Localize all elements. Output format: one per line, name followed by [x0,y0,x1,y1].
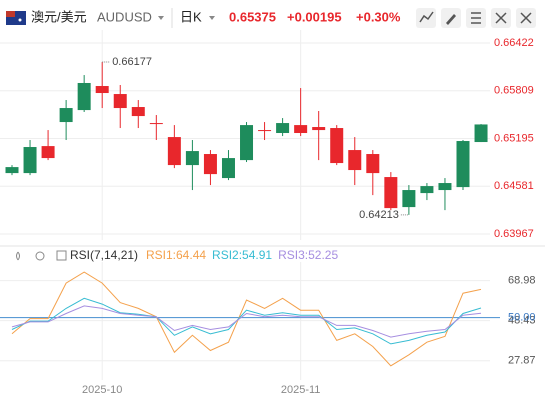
candle-body [348,150,362,171]
y-tick-label: 0.66422 [494,37,534,49]
flag-icon [6,11,26,25]
x-tick-label: 2025-10 [82,384,122,396]
candle-body [366,154,380,174]
high-label: 0.66177 [112,56,152,68]
candle-body [456,141,470,188]
candle-body [258,130,272,132]
candle-body [185,151,199,166]
candle-body [149,123,163,125]
candle-body [221,158,235,179]
x-tick-label: 2025-11 [281,384,321,396]
symbol-dropdown[interactable] [158,16,164,20]
y-tick-label: 0.65809 [494,85,534,97]
candle-body [294,125,308,134]
legend-entry: RSI3:52.25 [278,248,338,262]
candle-body [59,108,73,123]
candle-body [41,146,55,159]
candle-body [276,123,290,134]
legend-entry: RSI1:64.44 [146,248,206,262]
price: 0.65375 [229,9,276,24]
candle-body [312,127,326,131]
y-tick-label: 0.64581 [494,180,534,192]
y-tick-label: 68.98 [508,274,536,286]
y-tick-label: 0.65195 [494,132,534,144]
reference-label: 50.00 [508,311,536,323]
toolbar [416,8,536,28]
rsi-line [11,297,482,345]
y-tick-label: 48.43 [508,315,536,327]
rsi-line [11,271,482,367]
legend-entry: RSI2:54.91 [212,248,272,262]
symbol: AUDUSD [97,9,152,24]
candle-body [167,137,181,166]
rsi-title: RSI(7,14,21) [70,248,138,262]
y-tick-label: 27.87 [508,355,536,367]
candle-body [420,186,434,194]
rsi-line [11,305,482,338]
candle-body [113,94,127,109]
period[interactable]: 日K [180,9,202,24]
candle-body [203,154,217,175]
candle-body [240,125,254,161]
change-pct: +0.30% [356,9,401,24]
low-label: 0.64213 [359,209,399,221]
candle-body [438,183,452,191]
y-tick-label: 0.63967 [494,228,534,240]
candle-body [402,190,416,208]
change: +0.00195 [287,9,342,24]
pair-name: 澳元/美元 [31,9,87,24]
candle-body [384,177,398,209]
candle-body [23,147,37,174]
rsi-header-icons [16,250,67,261]
candle-body [77,82,91,111]
candle-body [474,124,488,143]
candle-body [131,107,145,117]
candle-body [95,86,109,94]
candle-body [330,128,344,164]
period-dropdown[interactable] [209,16,215,20]
candle-body [5,167,19,174]
